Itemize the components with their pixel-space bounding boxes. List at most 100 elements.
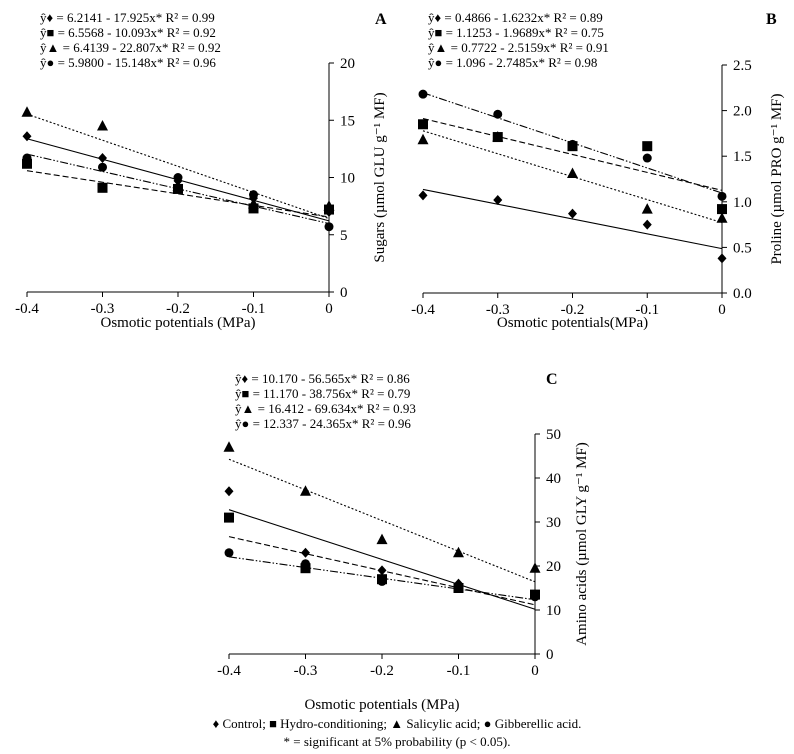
x-axis-label: Osmotic potentials(MPa) — [497, 315, 648, 331]
x-tick-label: -0.3 — [486, 302, 510, 318]
data-point-triangle — [248, 197, 259, 209]
data-point-circle — [642, 153, 652, 163]
y-axis-label: Sugars (µmol GLU g⁻¹ MF) — [372, 92, 388, 262]
y-tick-label: 0 — [546, 647, 554, 663]
regression-equation: ŷ● = 12.337 - 24.365x* R² = 0.96 — [235, 416, 411, 431]
y-axis-label: Amino acids (µmol GLY g⁻¹ MF) — [574, 442, 590, 646]
data-point-triangle — [323, 200, 335, 211]
data-point-circle — [324, 222, 334, 232]
trend-line-triangle — [228, 458, 536, 583]
data-point-triangle — [300, 485, 311, 496]
trend-line-square — [422, 118, 723, 191]
data-point-triangle — [21, 106, 33, 117]
data-point-diamond — [22, 131, 32, 142]
data-point-diamond — [642, 219, 652, 230]
data-point-circle — [98, 162, 107, 172]
data-point-diamond — [301, 547, 310, 558]
y-tick-label: 2.0 — [733, 104, 752, 120]
y-axis-label: Proline (µmol PRO g⁻¹ MF) — [769, 93, 785, 264]
y-tick-label: 1.5 — [733, 149, 752, 165]
data-point-diamond — [224, 486, 234, 497]
legend: ♦ Control; ■ Hydro-conditioning; ▲ Salic… — [213, 716, 582, 731]
regression-equation: ŷ● = 1.096 - 2.7485x* R² = 0.98 — [428, 55, 597, 70]
panel-b: -0.4 -0.3 -0.2 -0.1 0 0.0 0.5 1.0 1.5 2.0 2.5 Osmot… — [411, 10, 785, 331]
data-point-square — [22, 158, 32, 169]
panel-label: C — [546, 371, 558, 388]
x-tick-label: 0 — [531, 663, 539, 679]
trend-line-circle — [26, 153, 330, 225]
y-tick-label: 10 — [340, 171, 355, 187]
panel-label: A — [375, 11, 387, 28]
y-tick-label: 2.5 — [733, 58, 752, 74]
y-tick-label: 5 — [340, 228, 348, 244]
data-point-circle — [418, 89, 428, 99]
data-point-triangle — [492, 131, 504, 142]
x-tick-label: -0.3 — [294, 663, 318, 679]
y-tick-label: 20 — [340, 56, 355, 72]
x-axis-label: Osmotic potentials (MPa) — [101, 315, 256, 331]
x-tick-label: -0.3 — [91, 301, 115, 317]
data-point-triangle — [567, 167, 578, 179]
data-point-triangle — [172, 180, 184, 192]
data-point-triangle — [716, 212, 728, 223]
data-point-circle — [22, 153, 32, 163]
x-tick-label: -0.2 — [166, 301, 190, 317]
data-point-square — [717, 204, 727, 215]
data-point-square — [97, 182, 108, 193]
regression-equation: ŷ▲ = 16.412 - 69.634x* R² = 0.93 — [235, 401, 416, 416]
data-point-square — [642, 141, 653, 152]
trend-line-triangle — [26, 113, 330, 220]
x-axis-label: Osmotic potentials (MPa) — [305, 697, 460, 713]
trend-line-diamond — [422, 188, 723, 250]
y-tick-label: 20 — [546, 559, 561, 575]
regression-equation: ŷ♦ = 6.2141 - 17.925x* R² = 0.99 — [40, 10, 215, 25]
x-tick-label: -0.1 — [635, 302, 659, 318]
trend-line-square — [26, 170, 330, 218]
x-tick-label: -0.4 — [15, 301, 39, 317]
trend-line-square — [228, 536, 536, 606]
data-point-diamond — [493, 194, 503, 205]
y-tick-label: 1.0 — [733, 195, 752, 211]
data-point-circle — [530, 592, 540, 602]
x-tick-label: -0.4 — [217, 663, 241, 679]
data-point-circle — [454, 583, 463, 593]
regression-equation: ŷ♦ = 10.170 - 56.565x* R² = 0.86 — [235, 371, 410, 386]
y-tick-label: 0 — [340, 285, 348, 301]
y-tick-label: 0.5 — [733, 240, 752, 256]
data-point-diamond — [568, 208, 577, 219]
x-tick-label: 0 — [718, 302, 726, 318]
data-point-diamond — [717, 253, 727, 264]
data-point-square — [248, 203, 259, 214]
regression-equation: ŷ▲ = 6.4139 - 22.807x* R² = 0.92 — [40, 40, 221, 55]
data-point-diamond — [98, 153, 107, 164]
data-point-square — [418, 119, 428, 130]
data-point-circle — [301, 559, 310, 569]
regression-equation: ŷ■ = 1.1253 - 1.9689x* R² = 0.75 — [428, 25, 604, 40]
data-point-triangle — [376, 533, 388, 545]
regression-equation: ŷ● = 5.9800 - 15.148x* R² = 0.96 — [40, 55, 216, 70]
data-point-triangle — [641, 203, 653, 214]
y-tick-label: 50 — [546, 427, 561, 443]
data-point-triangle — [529, 562, 541, 573]
regression-equation: ŷ■ = 6.5568 - 10.093x* R² = 0.92 — [40, 25, 216, 40]
x-tick-label: -0.2 — [561, 302, 585, 318]
data-point-diamond — [418, 190, 428, 201]
data-point-circle — [224, 548, 234, 558]
data-point-square — [224, 512, 234, 523]
y-tick-label: 10 — [546, 603, 561, 619]
x-tick-label: -0.2 — [370, 663, 394, 679]
data-point-triangle — [417, 133, 429, 145]
footnote: * = significant at 5% probability (p < 0… — [284, 734, 511, 749]
data-point-circle — [173, 173, 183, 182]
data-point-triangle — [453, 546, 464, 558]
y-tick-label: 30 — [546, 515, 561, 531]
x-tick-label: -0.4 — [411, 302, 435, 318]
x-tick-label: -0.1 — [447, 663, 471, 679]
y-tick-label: 0.0 — [733, 286, 752, 302]
data-point-circle — [377, 576, 387, 586]
data-point-circle — [493, 109, 503, 119]
data-point-triangle — [223, 441, 235, 452]
data-point-circle — [717, 191, 727, 201]
data-point-circle — [568, 139, 577, 149]
